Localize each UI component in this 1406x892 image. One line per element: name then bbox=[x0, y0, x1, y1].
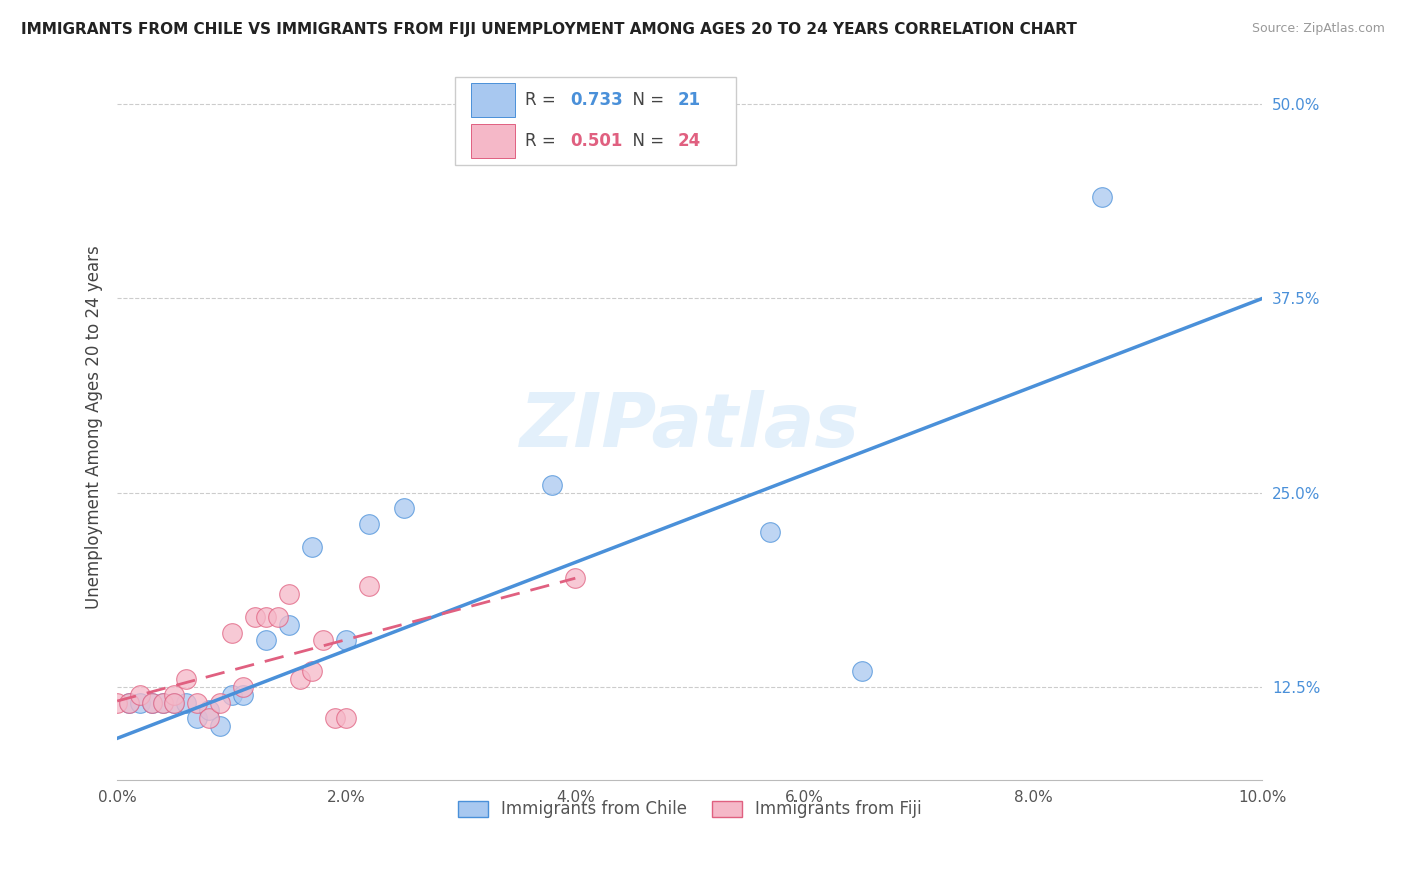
Point bbox=[323, 711, 346, 725]
Point bbox=[209, 696, 232, 710]
Point bbox=[174, 672, 197, 686]
Point bbox=[335, 711, 357, 725]
Point bbox=[359, 516, 381, 531]
Point bbox=[152, 696, 174, 710]
Point bbox=[1091, 190, 1114, 204]
Point bbox=[209, 719, 232, 733]
Point bbox=[243, 610, 266, 624]
Point bbox=[105, 696, 128, 710]
Point bbox=[266, 610, 288, 624]
Text: R =: R = bbox=[524, 91, 561, 110]
Point bbox=[759, 524, 782, 539]
Point bbox=[198, 711, 221, 725]
FancyBboxPatch shape bbox=[456, 77, 735, 165]
Point bbox=[221, 688, 243, 702]
Text: Source: ZipAtlas.com: Source: ZipAtlas.com bbox=[1251, 22, 1385, 36]
Point bbox=[232, 688, 254, 702]
Point bbox=[312, 633, 335, 648]
Point bbox=[163, 696, 186, 710]
Point bbox=[851, 665, 873, 679]
Point bbox=[141, 696, 163, 710]
Point bbox=[163, 688, 186, 702]
Point bbox=[117, 696, 139, 710]
Point bbox=[254, 633, 277, 648]
Text: N =: N = bbox=[623, 132, 669, 150]
Point bbox=[117, 696, 139, 710]
Text: 21: 21 bbox=[678, 91, 700, 110]
Point bbox=[254, 610, 277, 624]
Point bbox=[152, 696, 174, 710]
Point bbox=[198, 703, 221, 717]
Point bbox=[359, 579, 381, 593]
Point bbox=[392, 501, 415, 516]
Text: ZIPatlas: ZIPatlas bbox=[520, 390, 860, 463]
Point bbox=[141, 696, 163, 710]
Text: 0.501: 0.501 bbox=[571, 132, 623, 150]
Point bbox=[278, 587, 301, 601]
Text: R =: R = bbox=[524, 132, 561, 150]
Point bbox=[278, 617, 301, 632]
Point bbox=[221, 625, 243, 640]
Text: IMMIGRANTS FROM CHILE VS IMMIGRANTS FROM FIJI UNEMPLOYMENT AMONG AGES 20 TO 24 Y: IMMIGRANTS FROM CHILE VS IMMIGRANTS FROM… bbox=[21, 22, 1077, 37]
Point bbox=[290, 672, 312, 686]
Point bbox=[335, 633, 357, 648]
Point bbox=[564, 571, 586, 585]
Point bbox=[541, 478, 564, 492]
Point bbox=[186, 711, 208, 725]
FancyBboxPatch shape bbox=[471, 124, 515, 158]
Point bbox=[129, 688, 152, 702]
Text: 0.733: 0.733 bbox=[571, 91, 623, 110]
Text: 24: 24 bbox=[678, 132, 700, 150]
Point bbox=[301, 665, 323, 679]
Legend: Immigrants from Chile, Immigrants from Fiji: Immigrants from Chile, Immigrants from F… bbox=[451, 794, 928, 825]
Point bbox=[232, 680, 254, 694]
FancyBboxPatch shape bbox=[471, 84, 515, 118]
Text: N =: N = bbox=[623, 91, 669, 110]
Y-axis label: Unemployment Among Ages 20 to 24 years: Unemployment Among Ages 20 to 24 years bbox=[86, 244, 103, 608]
Point bbox=[301, 540, 323, 554]
Point bbox=[186, 696, 208, 710]
Point bbox=[129, 696, 152, 710]
Point bbox=[163, 696, 186, 710]
Point bbox=[174, 696, 197, 710]
